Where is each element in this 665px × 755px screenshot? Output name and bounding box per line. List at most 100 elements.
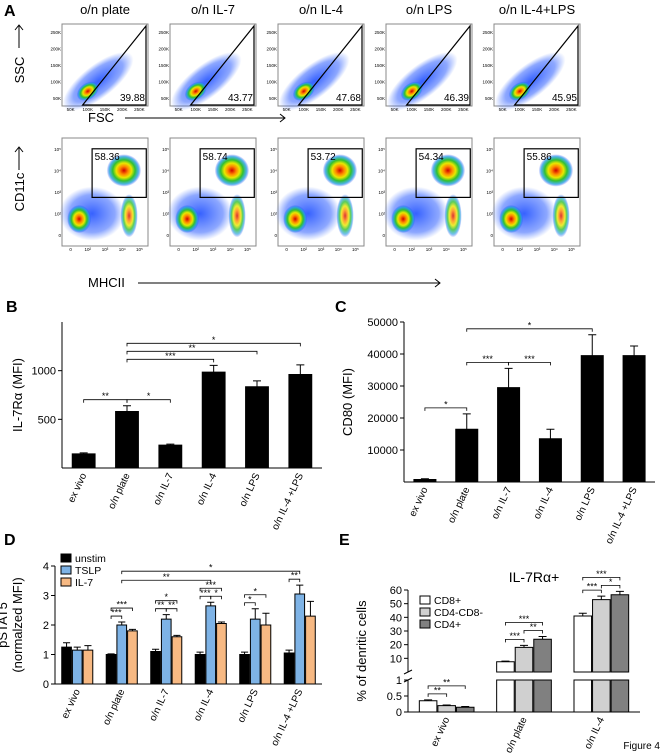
x-tick-label: o/n IL-7	[148, 687, 172, 723]
significance-bracket	[582, 576, 621, 581]
x-tick-label: 10⁴	[335, 247, 342, 252]
bar	[194, 654, 206, 685]
gate-value: 54.34	[419, 152, 444, 163]
significance-label: **	[163, 572, 171, 582]
x-tick-label: o/n plate	[107, 471, 133, 511]
error-bar	[296, 364, 305, 375]
gate	[405, 24, 471, 106]
error-bar	[424, 699, 433, 701]
x-tick-label: 250K	[458, 107, 469, 112]
gate	[91, 148, 147, 199]
y-tick-label: 10³	[54, 190, 61, 195]
error-bar	[520, 644, 528, 648]
significance-bracket	[505, 638, 525, 643]
y-tick-label: 50K	[161, 96, 169, 101]
bar	[288, 374, 313, 469]
y-tick-label: 10³	[270, 190, 277, 195]
x-tick-label: o/n IL-4	[195, 471, 219, 507]
event-core	[430, 154, 466, 187]
x-tick-label: 0	[393, 247, 396, 252]
bar	[71, 649, 83, 685]
x-tick-label: 200K	[225, 107, 236, 112]
event-core	[336, 194, 354, 238]
x-tick-label: 10⁴	[227, 247, 234, 252]
error-bar	[84, 645, 92, 651]
significance-label: *	[528, 320, 532, 330]
bar	[160, 618, 172, 685]
y-tick-label: 10⁵	[162, 147, 169, 152]
y-tick-label: 10⁴	[270, 168, 277, 173]
significance-label: **	[443, 677, 451, 687]
x-tick-label: 150K	[208, 107, 219, 112]
significance-label: **	[188, 343, 196, 353]
significance-label: *	[609, 577, 613, 587]
y-tick-label: 200K	[482, 47, 493, 52]
significance-bracket	[210, 595, 222, 600]
error-bar	[107, 653, 115, 655]
x-axis-label: MHCII	[88, 275, 125, 290]
error-bar	[538, 635, 547, 640]
x-tick-label: 100K	[407, 107, 418, 112]
significance-bracket	[155, 600, 178, 604]
gate	[415, 148, 471, 199]
x-tick-label: 100K	[191, 107, 202, 112]
y-tick-label: 50K	[269, 96, 277, 101]
y-tick-label: 10⁵	[486, 147, 493, 152]
event-core	[322, 154, 358, 187]
significance-bracket	[110, 615, 123, 620]
column-title: o/n IL-4	[299, 2, 343, 17]
y-axis-label: CD11c	[12, 172, 27, 211]
column-title: o/n IL-4+LPS	[499, 2, 576, 17]
y-tick-label: 50000	[367, 317, 398, 329]
error-bar	[162, 614, 170, 620]
significance-bracket	[582, 589, 602, 594]
bar	[305, 615, 316, 685]
significance-bracket	[121, 570, 301, 575]
error-bar	[420, 478, 429, 480]
significance-bracket	[288, 578, 301, 583]
x-tick-label: 150K	[424, 107, 435, 112]
event-core	[214, 154, 250, 187]
bar	[71, 453, 96, 469]
significance-label: **	[168, 600, 176, 610]
significance-label: ***	[519, 614, 530, 624]
x-tick-label: o/n plate	[101, 687, 127, 727]
y-tick-label: 10²	[54, 212, 61, 217]
bar	[115, 411, 139, 469]
x-tick-label: 0	[501, 247, 504, 252]
error-bar	[241, 651, 249, 655]
x-tick-label: ex vivo	[408, 485, 431, 518]
error-bar	[504, 367, 513, 388]
legend-swatch	[419, 607, 431, 617]
column-title: o/n LPS	[406, 2, 453, 17]
y-tick-label: 250K	[158, 30, 169, 35]
legend-swatch	[419, 619, 431, 629]
bar	[205, 605, 217, 685]
gate-value: 58.36	[95, 152, 120, 163]
x-tick-label: 200K	[117, 107, 128, 112]
y-tick-label: 50K	[485, 96, 493, 101]
event-core	[391, 204, 416, 234]
bar	[171, 636, 183, 685]
y-tick-label: 10²	[162, 212, 169, 217]
y-tick-label: 20	[390, 640, 402, 652]
significance-bracket	[466, 328, 593, 332]
bar	[127, 630, 138, 685]
x-tick-label: 10²	[193, 247, 200, 252]
event-core	[228, 194, 246, 238]
axis-arrow	[125, 113, 286, 123]
event-core	[120, 194, 138, 238]
x-tick-label: o/n IL-7	[152, 471, 176, 507]
error-bar	[217, 621, 225, 624]
significance-bracket	[244, 594, 267, 598]
bar	[455, 706, 475, 713]
bar	[150, 651, 161, 685]
y-axis-label: SSC	[12, 57, 27, 84]
significance-bracket	[523, 630, 543, 634]
y-tick-label: 50K	[377, 96, 385, 101]
significance-label: *	[209, 563, 213, 573]
y-tick-label: 10³	[378, 190, 385, 195]
x-tick-label: 200K	[441, 107, 452, 112]
x-tick-label: 10²	[409, 247, 416, 252]
x-tick-label: 10⁵	[352, 247, 359, 252]
